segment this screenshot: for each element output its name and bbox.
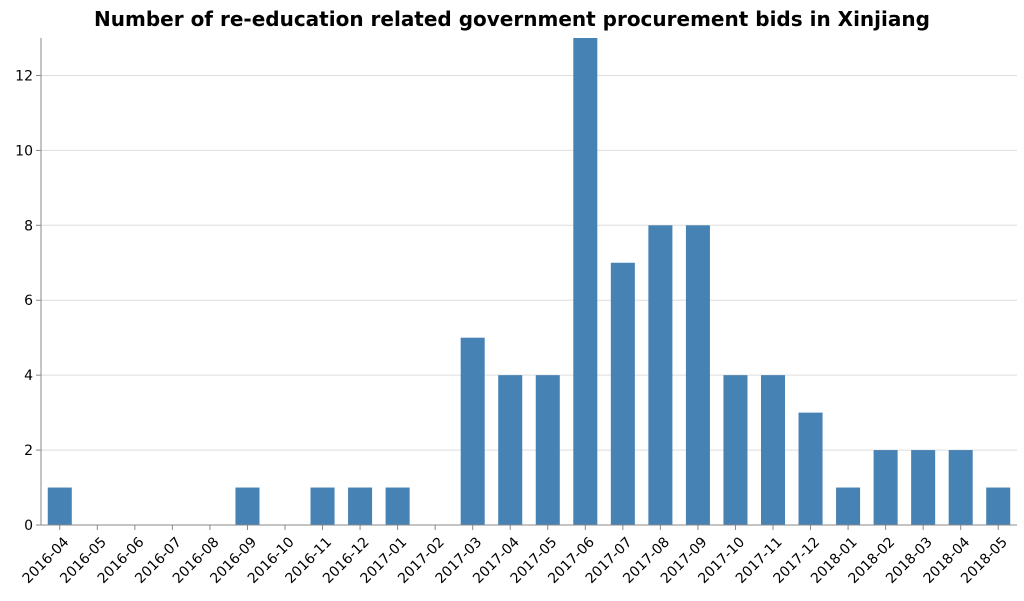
bar — [911, 450, 936, 525]
bars — [47, 38, 1011, 526]
bar — [535, 375, 560, 525]
bar — [948, 450, 973, 525]
bar — [573, 38, 598, 525]
bar — [385, 487, 410, 525]
bar — [498, 375, 523, 525]
chart-title: Number of re-education related governmen… — [94, 7, 930, 31]
bar — [348, 487, 373, 525]
bar — [760, 375, 786, 525]
bar — [310, 487, 335, 525]
bar — [610, 262, 635, 525]
bar — [47, 487, 72, 525]
bar — [685, 225, 710, 526]
bar — [648, 225, 673, 526]
y-tick-label: 0 — [24, 518, 33, 534]
bar — [235, 487, 260, 525]
bar — [723, 375, 748, 525]
y-tick-label: 6 — [24, 293, 33, 309]
bar — [460, 337, 485, 525]
bar — [836, 487, 861, 525]
y-tick-label: 4 — [24, 368, 33, 384]
y-tick-label: 12 — [15, 68, 33, 84]
bar — [986, 487, 1011, 525]
y-tick-label: 10 — [15, 143, 33, 159]
y-tick-label: 8 — [24, 218, 33, 234]
bar — [873, 450, 898, 525]
bar — [798, 412, 823, 525]
y-tick-label: 2 — [24, 443, 33, 459]
grid-lines — [41, 74, 1017, 526]
